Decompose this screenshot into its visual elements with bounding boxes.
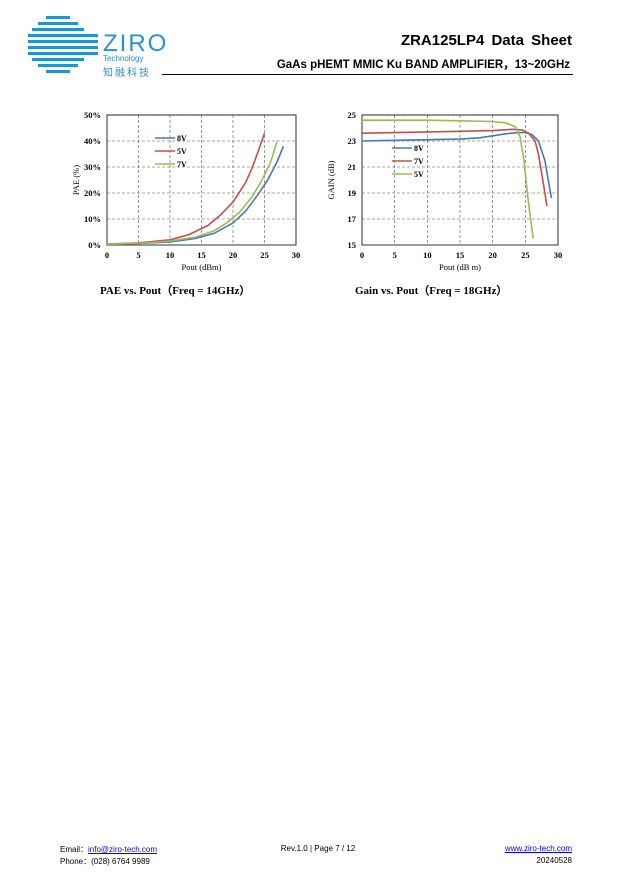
brand-name: ZIRO — [103, 30, 169, 57]
x-tick-label: 25 — [260, 250, 269, 260]
x-axis-label: Pout (dBm) — [182, 262, 222, 272]
x-tick-label: 20 — [488, 250, 497, 260]
x-tick-label: 0 — [360, 250, 364, 260]
x-tick-label: 5 — [393, 250, 397, 260]
brand-sub-cn: 知融科技 — [103, 68, 151, 79]
x-tick-label: 0 — [105, 250, 109, 260]
series-line-8v — [106, 145, 285, 245]
legend-label-8v: 8V — [177, 134, 187, 143]
x-axis-label: Pout (dB m) — [439, 262, 481, 272]
y-tick-label: 25 — [348, 110, 357, 120]
footer-email-label: Email： — [60, 845, 89, 854]
y-tick-label: 15 — [348, 240, 357, 250]
x-tick-label: 15 — [456, 250, 465, 260]
y-tick-label: 40% — [84, 136, 101, 146]
gain-chart: 0 5 10 15 20 25 30 15 17 19 21 23 25 Pout (dB m) GAIN … — [318, 100, 580, 280]
y-tick-label: 21 — [348, 162, 357, 172]
x-tick-label: 20 — [229, 250, 238, 260]
brand-sub-en: Technology — [103, 54, 144, 63]
y-axis-label: PAE (%) — [71, 165, 81, 195]
page-title: ZRA125LP4 Data Sheet — [400, 32, 572, 49]
x-tick-label: 10 — [423, 250, 432, 260]
x-tick-label: 25 — [521, 250, 530, 260]
legend-label-8v: 8V — [414, 144, 424, 153]
pae-chart-caption: PAE vs. Pout（Freq = 14GHz） — [100, 285, 251, 297]
legend-label-5v: 5V — [414, 170, 424, 179]
plot-frame — [361, 114, 559, 246]
x-tick-label: 15 — [197, 250, 206, 260]
y-tick-label: 30% — [84, 162, 101, 172]
series-line-7v — [106, 140, 278, 245]
y-tick-label: 50% — [84, 110, 101, 120]
footer-phone: Phone：(028) 6764 9989 — [60, 857, 150, 866]
legend-label-7v: 7V — [177, 160, 187, 169]
y-tick-label: 17 — [348, 214, 357, 224]
x-tick-label: 30 — [292, 250, 301, 260]
pae-chart: 0 5 10 15 20 25 30 0% 10% 20% 30% 40% 50% Pout (dBm) P… — [60, 100, 320, 280]
ziro-logo-icon — [28, 16, 98, 73]
y-tick-label: 10% — [84, 214, 101, 224]
series-line-7v — [361, 128, 548, 207]
footer-email: Email：info@ziro-tech.com — [60, 844, 157, 855]
y-axis-label: GAIN (dB) — [326, 160, 336, 199]
y-tick-label: 0% — [88, 240, 101, 250]
y-tick-label: 20% — [84, 188, 101, 198]
x-tick-label: 5 — [136, 250, 140, 260]
x-tick-label: 30 — [554, 250, 563, 260]
x-tick-label: 10 — [166, 250, 175, 260]
footer-website-link[interactable]: www.ziro-tech.com — [504, 844, 572, 853]
series-line-5v — [362, 119, 534, 239]
y-tick-label: 19 — [348, 188, 357, 198]
gain-chart-caption: Gain vs. Pout（Freq = 18GHz） — [355, 285, 508, 297]
series-line-5v — [106, 132, 266, 245]
header-divider — [162, 74, 573, 75]
series-line-8v — [361, 131, 553, 199]
plot-frame — [106, 114, 297, 246]
legend-label-5v: 5V — [177, 147, 187, 156]
footer-date: 20240528 — [536, 856, 572, 865]
footer-page-info: Rev.1.0 | Page 7 / 12 — [280, 844, 356, 853]
legend-label-7v: 7V — [414, 157, 424, 166]
footer-email-link[interactable]: info@ziro-tech.com — [88, 845, 158, 854]
page-subtitle: GaAs pHEMT MMIC Ku BAND AMPLIFIER，13~20G… — [276, 59, 570, 71]
y-tick-label: 23 — [348, 136, 357, 146]
